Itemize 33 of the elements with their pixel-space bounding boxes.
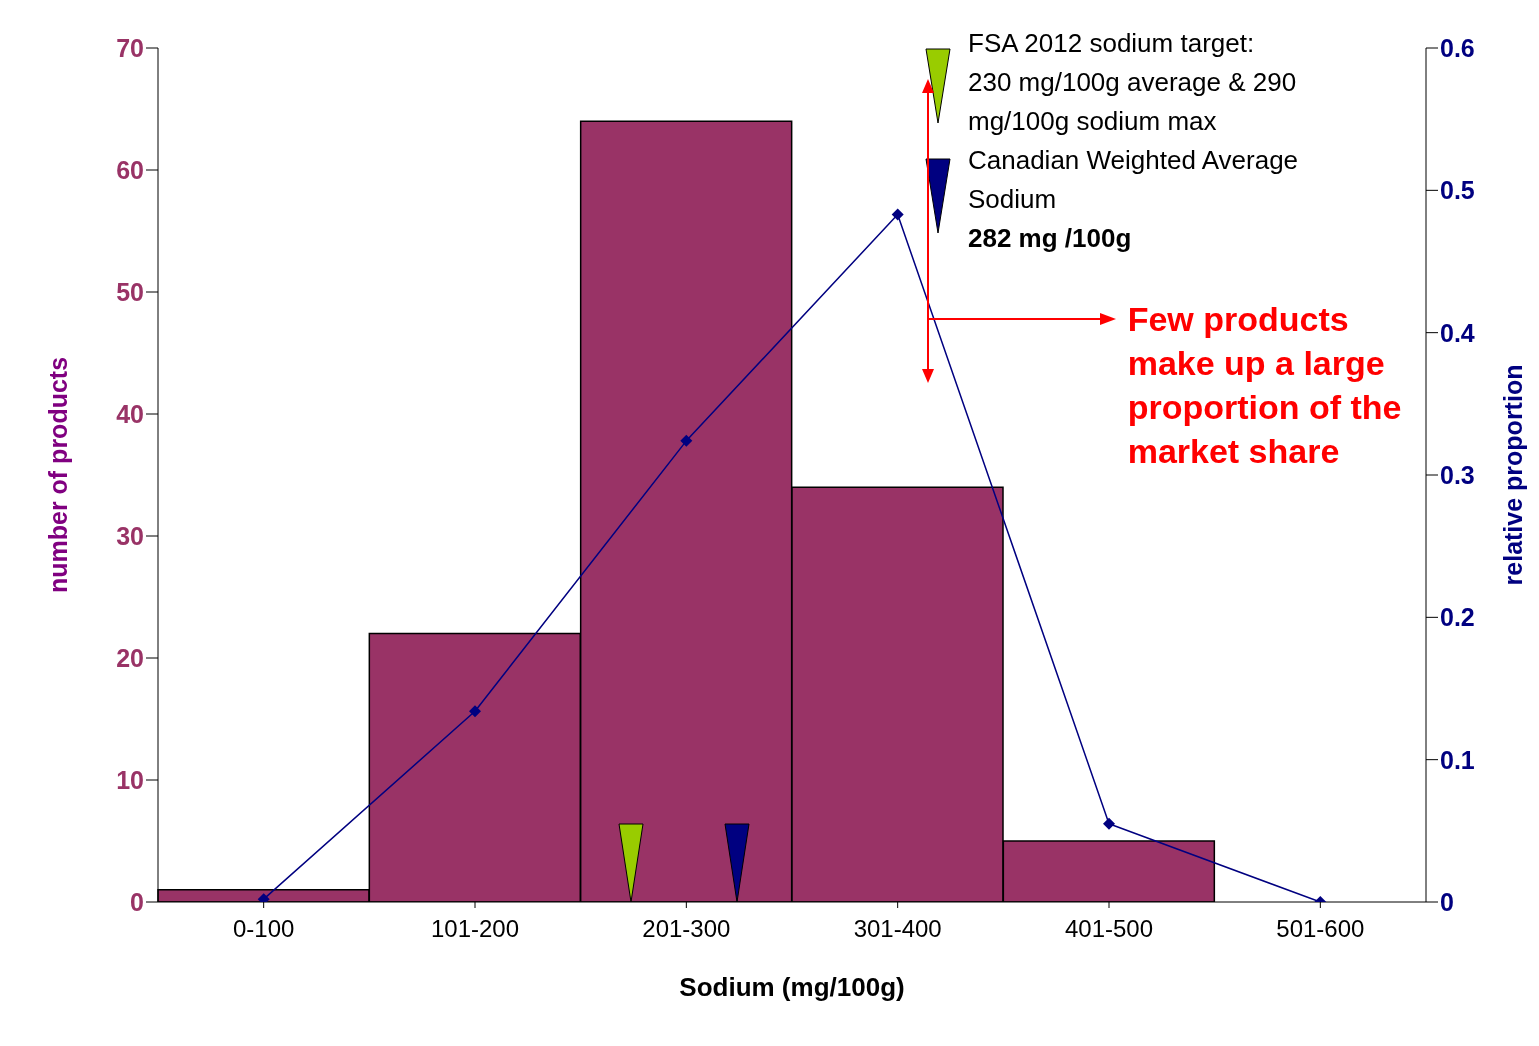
annotation: 282 mg /100g (968, 222, 1133, 255)
x-tick-label: 301-400 (853, 915, 942, 943)
x-tick-label: 501-600 (1276, 915, 1365, 943)
x-tick-label: 401-500 (1064, 915, 1154, 943)
y2-tick-label: 0.1 (1440, 745, 1475, 774)
y-tick-label: 30 (116, 521, 144, 550)
y-tick-label: 60 (116, 155, 144, 184)
point (469, 705, 481, 718)
y-tick-label: 40 (116, 399, 144, 428)
x-tick-label: 101-200 (430, 915, 520, 943)
point (680, 434, 693, 447)
y-tick-label: 70 (116, 33, 144, 62)
y-tick-label: 20 (116, 643, 144, 672)
x-tick-label: 201-300 (642, 915, 731, 943)
y2-tick-label: 0.2 (1440, 603, 1475, 632)
y2-tick-label: 0.3 (1440, 460, 1475, 489)
y2-tick-label: 0.5 (1440, 176, 1475, 205)
y2-tick-label: 0.4 (1440, 318, 1475, 347)
y-tick-label: 0 (130, 887, 144, 916)
y-tick-label: 10 (116, 765, 144, 794)
y-tick-label: 50 (116, 277, 144, 306)
x-tick-label: 0-100 (232, 915, 295, 943)
x-axis-title: Sodium (mg/100g) (679, 972, 905, 1002)
annotation: FSA 2012 sodium target: (968, 27, 1256, 60)
annotation: Canadian Weighted Average Sodium (968, 144, 1300, 216)
annotation: Few products make up a large proportion of the market share (1127, 299, 1403, 472)
point (891, 208, 904, 221)
y2-tick-label: 0 (1440, 887, 1454, 916)
y2-tick-label: 0.6 (1440, 33, 1475, 62)
annotation: 230 mg/100g average & 290 mg/100g sodium max (968, 66, 1298, 138)
y2-axis-title: relative proportion (1498, 364, 1527, 586)
point (1103, 817, 1115, 830)
y-axis-title: number of products (43, 356, 72, 594)
